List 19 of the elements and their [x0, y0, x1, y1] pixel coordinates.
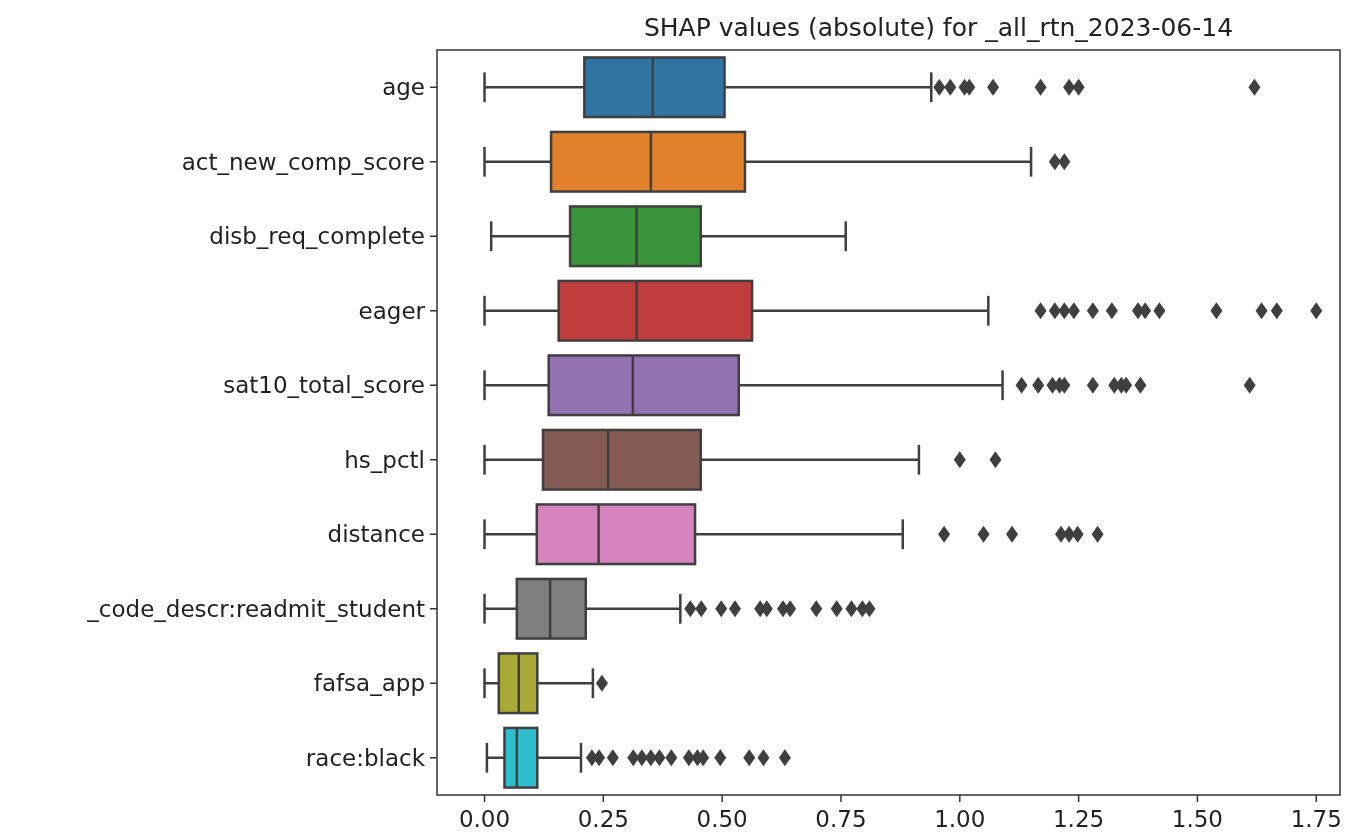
x-tick-label: 1.00 [934, 806, 986, 832]
x-tick-label: 0.50 [696, 806, 748, 832]
x-tick-label: 1.75 [1290, 806, 1342, 832]
x-tick-label: 0.00 [458, 806, 511, 832]
x-tick-label: 0.25 [577, 806, 629, 832]
x-tick-label: 0.75 [815, 806, 867, 832]
y-tick-label: race:black [305, 744, 426, 771]
x-tick-label: 1.25 [1053, 806, 1105, 832]
y-tick-label: act_new_comp_score [181, 148, 425, 175]
chart-title: SHAP values (absolute) for _all_rtn_2023-06-14 [643, 13, 1234, 42]
y-tick-label: eager [358, 297, 426, 324]
y-tick-label: distance [327, 521, 425, 548]
y-tick-label: disb_req_complete [209, 223, 425, 250]
y-tick-label: age [382, 74, 425, 101]
y-tick-label: fafsa_app [313, 670, 425, 697]
y-tick-label: hs_pctl [344, 446, 425, 473]
y-tick-label: sat10_total_score [223, 372, 425, 399]
y-tick-label: _code_descr:readmit_student [86, 595, 425, 622]
x-tick-label: 1.50 [1171, 806, 1224, 832]
